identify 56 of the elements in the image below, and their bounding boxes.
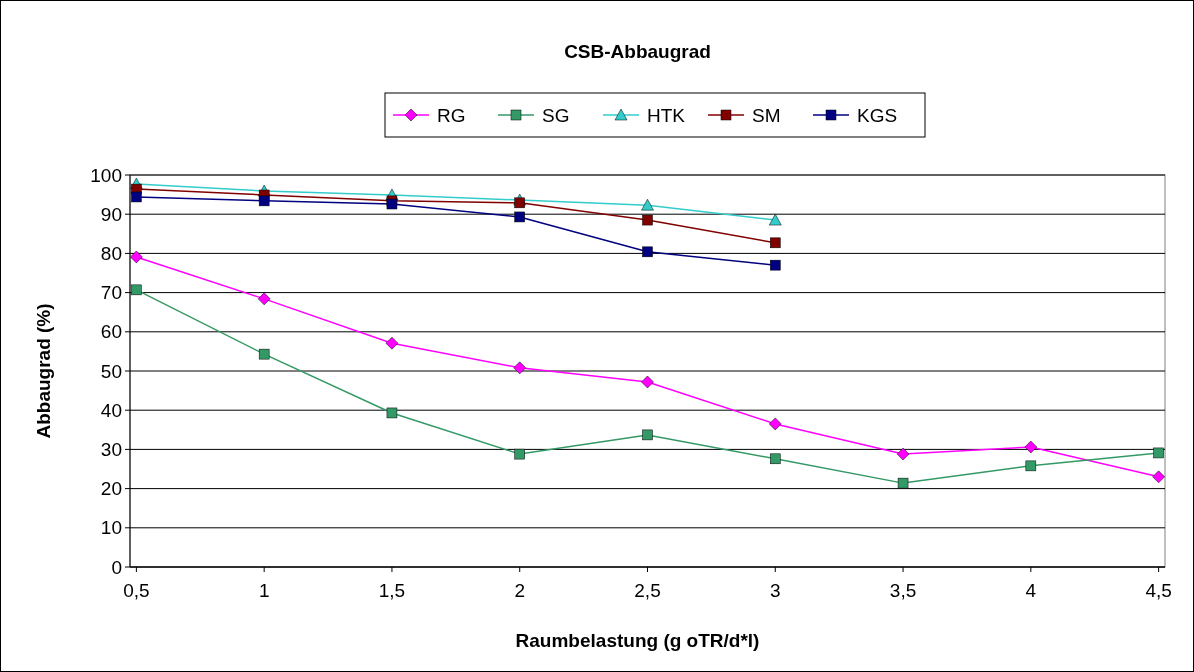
legend-label: RG [437,104,466,126]
x-tick-label: 4 [1025,580,1037,601]
point [514,448,525,460]
point [514,211,525,223]
point [258,195,270,207]
legend-label: HTK [647,104,686,126]
point [513,361,526,375]
point [641,198,654,211]
point [385,336,399,350]
point [897,477,909,489]
x-tick-label: 2 [514,580,526,601]
x-tick-label: 3,5 [889,580,917,601]
chart-title: CSB-Abbaugrad [564,41,711,62]
x-tick-label: 1,5 [378,580,406,601]
x-tick-label: 0,5 [123,580,150,601]
point [1025,460,1037,472]
x-tick-label: 1 [258,580,270,601]
y-tick-label: 0 [111,556,122,578]
y-tick-label: 20 [100,478,122,500]
y-tick-label: 50 [100,360,122,382]
point [1153,447,1164,459]
legend-label: SG [542,104,570,126]
point [257,292,271,306]
y-tick-label: 30 [100,439,122,461]
point [642,214,653,226]
point [770,453,781,465]
x-tick-label: 3 [769,580,781,601]
y-tick-label: 90 [100,203,122,225]
legend-label: SM [752,104,781,126]
point [770,237,781,249]
legend-label: KGS [857,104,898,126]
point [641,375,654,389]
point [386,407,398,419]
x-tick-label: 2,5 [634,580,661,601]
point [130,250,143,264]
y-tick-label: 40 [100,399,122,421]
point [258,348,270,360]
point [131,284,142,296]
point [769,213,782,226]
point [514,197,525,209]
y-axis-title: Abbaugrad (%) [33,303,54,439]
point [131,191,142,203]
point [1152,470,1165,484]
point [642,429,653,441]
y-tick-label: 80 [100,243,122,265]
point [896,447,910,461]
y-tick-label: 60 [100,321,122,343]
point [642,246,653,258]
y-tick-label: 70 [100,282,122,304]
x-tick-label: 4,5 [1145,580,1172,601]
point [770,259,781,271]
y-tick-label: 100 [90,164,122,186]
y-tick-label: 10 [100,517,122,539]
point [1024,440,1038,454]
x-axis-title: Raumbelastung (g oTR/d*l) [515,630,760,651]
point [769,417,782,431]
